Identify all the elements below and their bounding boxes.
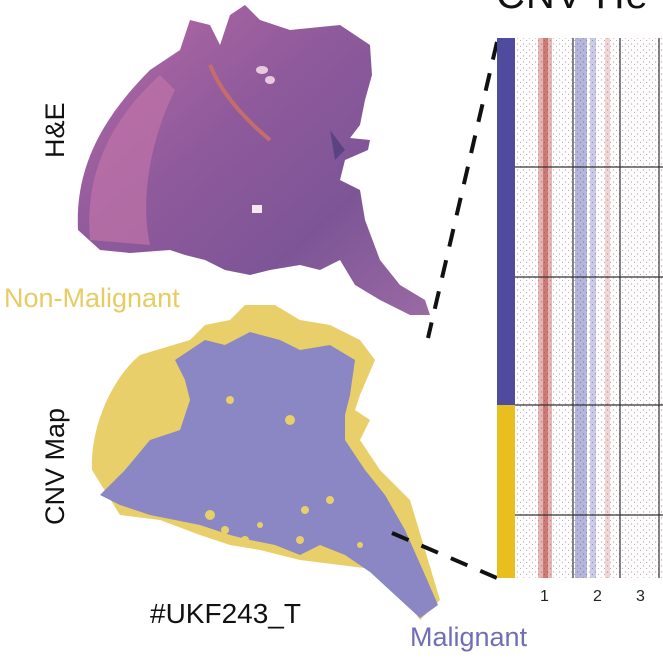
annotation-bar-malignant: [497, 38, 515, 405]
he-tissue-image: [77, 5, 430, 315]
legend-malignant: Malignant: [410, 622, 528, 652]
legend-non-malignant: Non-Malignant: [4, 283, 180, 313]
cnv-heatmap: [497, 38, 663, 578]
chromosome-tick-2: 2: [593, 588, 602, 605]
dashed-connector-top: [426, 41, 499, 339]
cnv-spatial-map: [91, 305, 440, 620]
sample-id: #UKF243_T: [150, 598, 301, 629]
chromosome-tick-3: 3: [636, 588, 645, 605]
heatmap-title: CNV He: [496, 0, 649, 18]
annotation-bar-non-malignant: [497, 405, 515, 578]
chromosome-tick-1: 1: [540, 588, 549, 605]
